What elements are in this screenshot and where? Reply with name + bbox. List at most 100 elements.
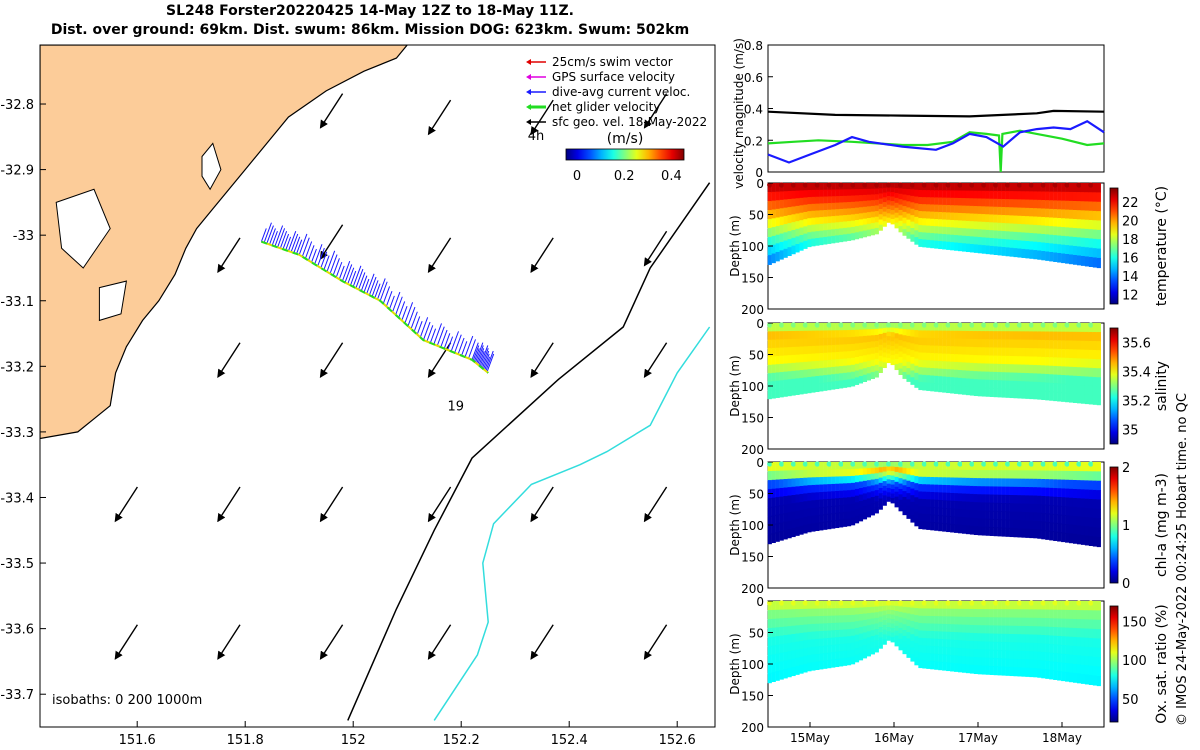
- profile-seg-1-21-7: [850, 371, 856, 380]
- profile-seg-2-30-7: [886, 492, 891, 498]
- profile-seg-2-48-8: [957, 524, 963, 534]
- profile-seg-0-78-0: [1076, 183, 1082, 193]
- profile-seg-0-11-6: [811, 224, 816, 233]
- profile-seg-3-39-5: [922, 638, 927, 647]
- profile-seg-0-33-5: [898, 209, 903, 217]
- profile-seg-3-48-2: [957, 616, 963, 626]
- profile-seg-0-55-4: [985, 214, 990, 223]
- profile-seg-1-56-6: [989, 371, 994, 381]
- profile-seg-0-52-0: [973, 183, 979, 192]
- profile-seg-0-70-2: [1045, 200, 1050, 210]
- profile-seg-3-43-5: [938, 638, 943, 648]
- profile-seg-2-60-4: [1005, 494, 1010, 504]
- sec3-cbar-label: Ox. sat. ratio (%): [1154, 604, 1170, 723]
- profile-seg-2-70-3: [1045, 487, 1050, 498]
- profile-seg-0-72-0: [1053, 183, 1058, 193]
- profile-seg-0-83-4: [1096, 220, 1101, 231]
- profile-seg-0-1-8: [771, 253, 776, 264]
- profile-seg-1-29-8: [882, 362, 887, 369]
- profile-seg-2-0-2: [767, 480, 772, 490]
- profile-seg-2-12-4: [815, 492, 820, 501]
- profile-seg-1-69-4: [1041, 356, 1046, 367]
- profile-seg-2-4-7: [783, 521, 788, 531]
- profile-seg-0-65-6: [1025, 232, 1030, 242]
- profile-seg-0-70-8: [1045, 251, 1050, 261]
- profile-seg-2-71-6: [1049, 513, 1054, 524]
- profile-seg-2-5-2: [787, 478, 792, 488]
- profile-seg-2-6-2: [791, 478, 796, 488]
- profile-seg-1-74-5: [1061, 366, 1066, 376]
- profile-seg-3-69-2: [1041, 618, 1046, 628]
- surface-dot-0-54: [981, 182, 987, 188]
- profile-seg-2-44-6: [942, 507, 947, 517]
- profile-seg-0-31-0: [890, 183, 895, 189]
- profile-seg-0-83-0: [1096, 183, 1101, 194]
- profile-seg-3-24-1: [862, 607, 868, 615]
- profile-seg-1-6-2: [791, 338, 796, 348]
- profile-seg-2-23-0: [858, 462, 864, 470]
- profile-seg-2-35-0: [906, 462, 911, 470]
- profile-seg-2-0-7: [767, 525, 772, 536]
- profile-seg-0-57-3: [993, 206, 998, 216]
- profile-seg-3-25-6: [866, 637, 871, 645]
- profile-seg-1-7-1: [795, 330, 800, 340]
- profile-seg-1-78-4: [1076, 358, 1082, 368]
- profile-seg-3-18-5: [839, 636, 844, 645]
- profile-seg-2-52-4: [973, 494, 979, 503]
- profile-seg-0-27-4: [874, 205, 879, 212]
- profile-seg-2-78-6: [1076, 516, 1082, 527]
- profile-seg-1-1-3: [771, 347, 776, 358]
- profile-seg-1-20-1: [846, 330, 852, 338]
- profile-seg-0-23-0: [858, 183, 864, 190]
- profile-seg-3-37-7: [914, 650, 919, 659]
- profile-seg-0-69-2: [1041, 200, 1046, 210]
- profile-seg-1-55-8: [985, 387, 990, 397]
- profile-seg-1-77-1: [1072, 331, 1078, 342]
- profile-seg-3-78-4: [1076, 637, 1082, 648]
- section-data-2: [767, 461, 1101, 548]
- profile-seg-3-40-6: [926, 645, 931, 655]
- surface-dot-2-3: [778, 461, 785, 467]
- profile-seg-1-75-8: [1065, 392, 1070, 403]
- profile-seg-0-72-8: [1053, 252, 1058, 262]
- profile-seg-3-68-7: [1037, 660, 1042, 670]
- chart-title-line1: SL248 Forster20220425 14-May 12Z to 18-M…: [166, 3, 574, 19]
- profile-seg-0-69-5: [1041, 225, 1046, 235]
- surface-dot-3-42: [933, 600, 939, 606]
- profile-seg-1-83-4: [1096, 359, 1101, 370]
- profile-seg-2-16-0: [831, 462, 836, 471]
- profile-seg-1-0-2: [767, 339, 772, 349]
- profile-seg-3-11-6: [811, 646, 816, 656]
- profile-seg-0-81-5: [1088, 229, 1094, 240]
- profile-seg-3-61-3: [1009, 625, 1014, 635]
- legend-item-3: net glider velocity: [552, 100, 660, 114]
- profile-seg-1-28-8: [878, 366, 883, 373]
- profile-seg-3-22-7: [854, 648, 860, 656]
- current-vector-12: [293, 236, 301, 254]
- surface-dot-3-48: [957, 600, 963, 606]
- profile-seg-0-0-1: [767, 192, 772, 202]
- profile-seg-0-47-0: [954, 183, 959, 192]
- profile-seg-1-35-7: [906, 368, 911, 376]
- profile-seg-3-7-7: [795, 657, 800, 667]
- profile-seg-3-19-6: [843, 643, 848, 652]
- profile-seg-2-59-5: [1001, 503, 1006, 513]
- profile-seg-1-53-4: [977, 355, 983, 365]
- profile-seg-2-57-3: [993, 486, 998, 496]
- profile-seg-0-56-2: [989, 198, 994, 208]
- sfc-vector-6: [427, 237, 452, 274]
- profile-seg-2-36-1: [910, 468, 915, 477]
- profile-seg-2-14-2: [823, 476, 828, 486]
- profile-seg-2-48-2: [957, 477, 963, 487]
- profile-seg-0-39-1: [922, 190, 927, 198]
- profile-seg-0-17-2: [835, 196, 840, 204]
- profile-seg-0-24-8: [862, 230, 868, 238]
- profile-seg-1-69-6: [1041, 373, 1046, 384]
- profile-seg-0-58-8: [997, 246, 1002, 256]
- section-data-1: [767, 322, 1101, 406]
- profile-seg-1-1-8: [771, 389, 776, 399]
- profile-seg-1-39-4: [922, 352, 927, 361]
- profile-seg-0-42-4: [934, 211, 939, 220]
- profile-seg-1-20-5: [846, 358, 852, 367]
- profile-seg-3-6-7: [791, 658, 796, 668]
